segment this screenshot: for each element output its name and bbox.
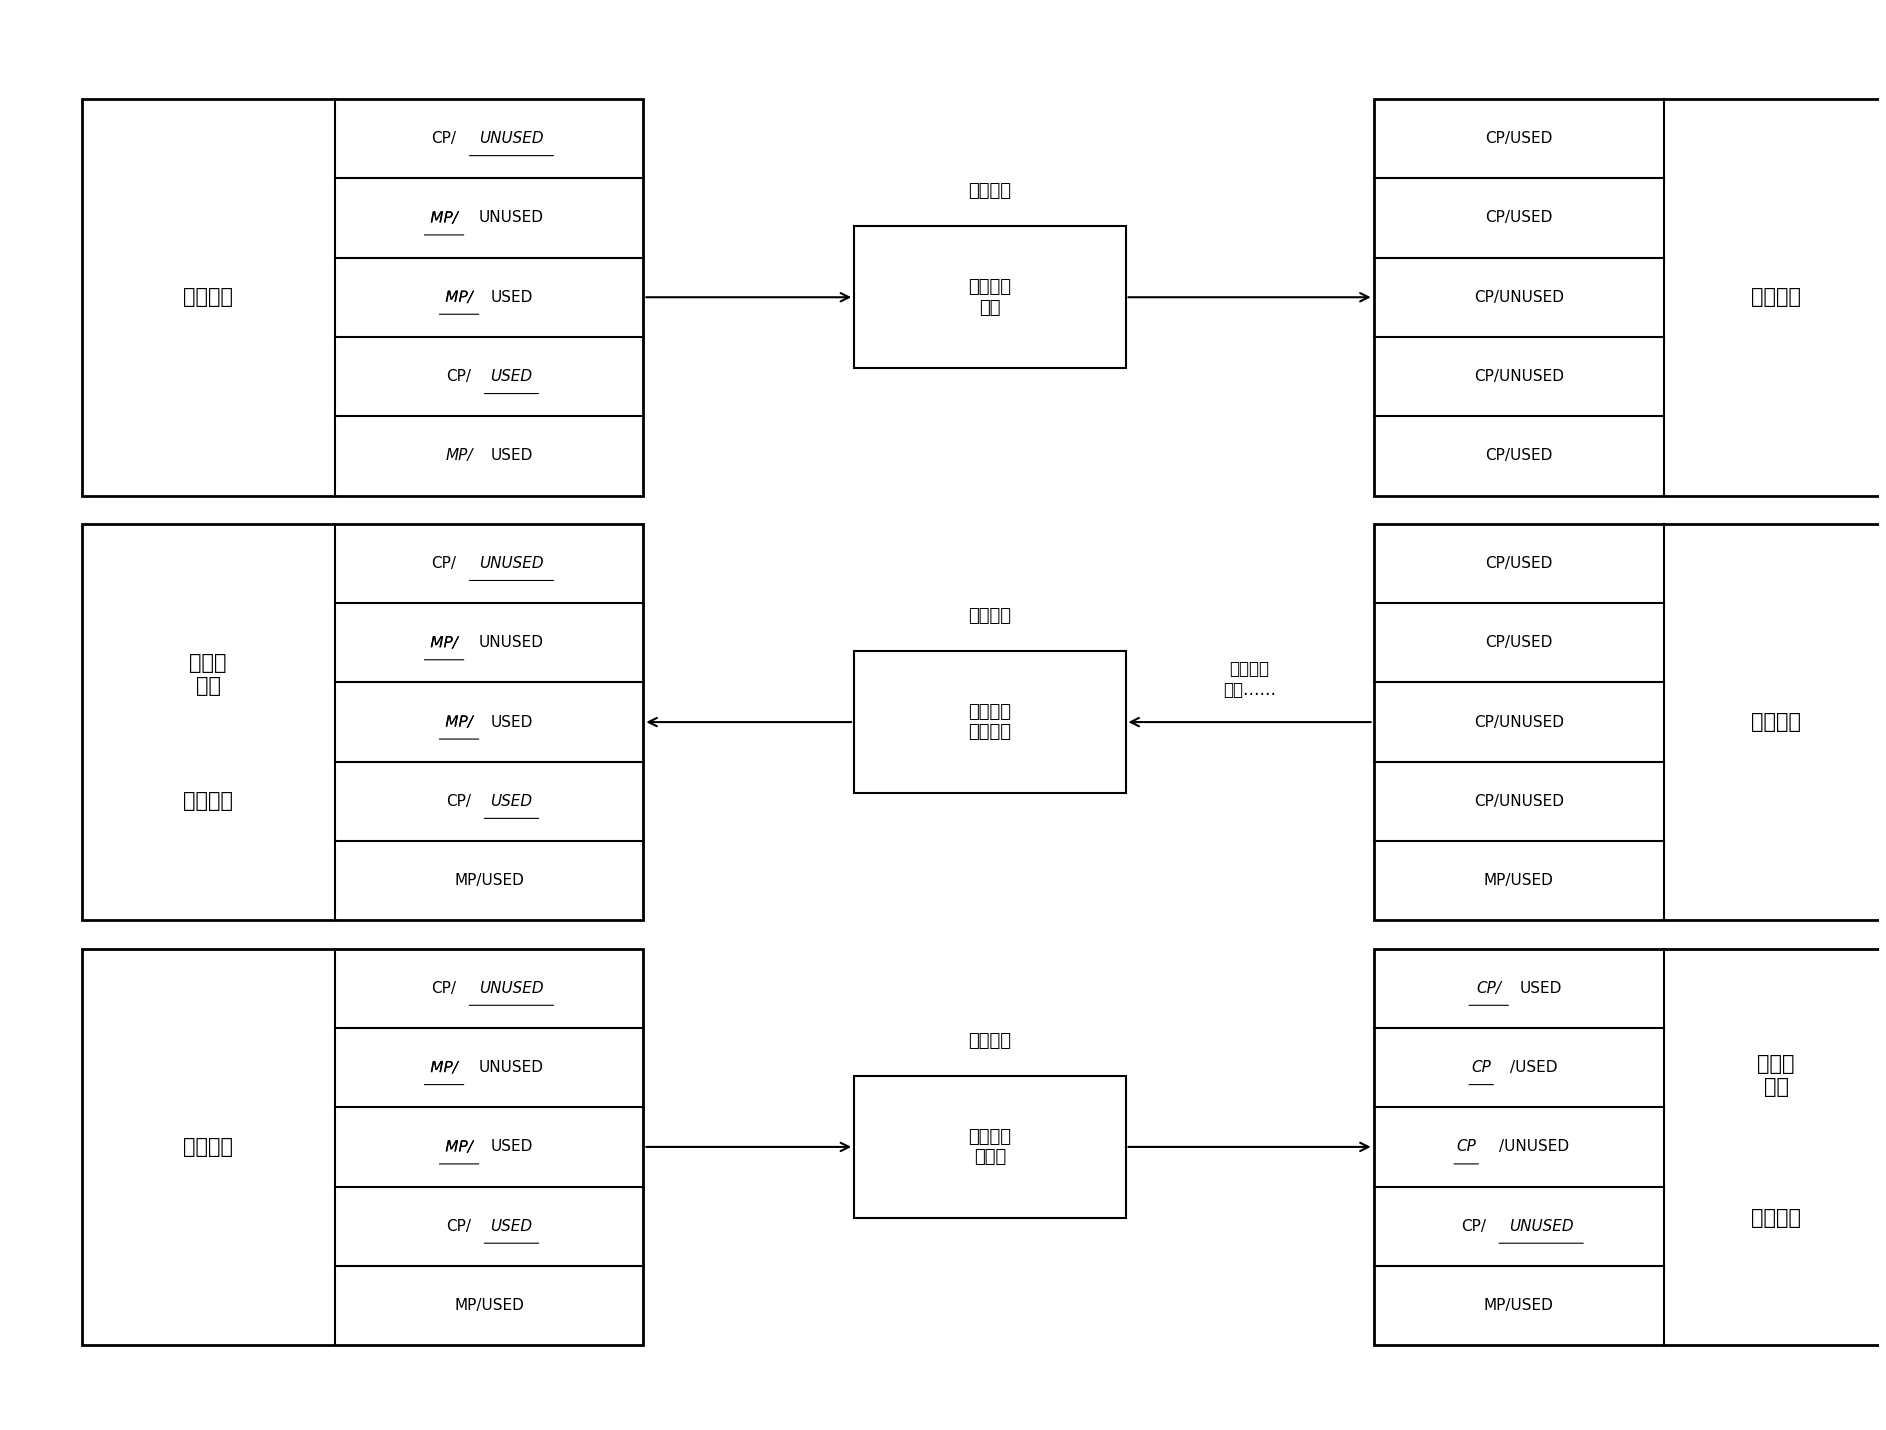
Text: CP/USED: CP/USED [1484,132,1552,146]
Text: 信令协议: 信令协议 [968,182,1011,200]
Text: 确认不
一致: 确认不 一致 [189,654,226,696]
Text: CP/USED: CP/USED [1484,556,1552,571]
Text: CP/USED: CP/USED [1484,449,1552,463]
Text: 重发资源
状态信息: 重发资源 状态信息 [968,702,1011,742]
Bar [854,1077,1126,1218]
Text: CP/: CP/ [432,556,456,571]
Bar [81,948,643,1346]
Text: CP/: CP/ [1462,1218,1486,1234]
Text: 对端节点: 对端节点 [1750,287,1801,307]
Text: 信令协议: 信令协议 [968,606,1011,625]
Text: 对端节点: 对端节点 [1750,1208,1801,1228]
Text: CP/: CP/ [447,369,472,385]
Text: CP/UNUSED: CP/UNUSED [1473,369,1563,385]
Text: UNUSED: UNUSED [479,556,543,571]
Text: 信令协议: 信令协议 [968,1031,1011,1050]
Text: UNUSED: UNUSED [479,1060,543,1075]
Text: /USED: /USED [1511,1060,1558,1075]
Text: CP/: CP/ [432,981,456,995]
Text: CP/USED: CP/USED [1484,210,1552,226]
Text: USED: USED [490,715,532,729]
Text: 本端节点: 本端节点 [183,791,234,811]
Text: CP/UNUSED: CP/UNUSED [1473,290,1563,305]
Text: CP/: CP/ [447,794,472,809]
Bar [854,651,1126,792]
Text: 通告不一
致信息: 通告不一 致信息 [968,1127,1011,1167]
Text: CP/USED: CP/USED [1484,635,1552,651]
Text: CP/: CP/ [1477,981,1501,995]
Bar [1373,948,1886,1346]
Text: UNUSED: UNUSED [479,132,543,146]
Text: UNUSED: UNUSED [479,981,543,995]
Text: MP/: MP/ [445,290,473,305]
Text: MP/: MP/ [445,449,473,463]
Text: MP/: MP/ [430,210,458,226]
Text: 处理不
一致: 处理不 一致 [1758,1054,1795,1097]
Text: USED: USED [490,1218,532,1234]
Text: CP: CP [1471,1060,1492,1075]
Text: USED: USED [490,290,532,305]
Text: CP/: CP/ [447,1218,472,1234]
Text: MP/: MP/ [445,1140,473,1154]
Text: USED: USED [490,1140,532,1154]
Text: 延时若干
时间……: 延时若干 时间…… [1222,661,1277,699]
Text: 请求重发
信息: 请求重发 信息 [968,277,1011,316]
Text: UNUSED: UNUSED [1509,1218,1573,1234]
Text: MP/USED: MP/USED [455,874,524,888]
Text: 对端节点: 对端节点 [1750,712,1801,732]
Text: MP/USED: MP/USED [455,1298,524,1313]
Text: USED: USED [490,449,532,463]
Text: MP/USED: MP/USED [1484,1298,1554,1313]
Text: CP/UNUSED: CP/UNUSED [1473,794,1563,809]
Text: USED: USED [490,794,532,809]
Text: CP: CP [1456,1140,1477,1154]
Text: MP/USED: MP/USED [1484,874,1554,888]
Bar [81,99,643,496]
Text: MP/: MP/ [430,635,458,651]
Text: 本端节点: 本端节点 [183,1137,234,1157]
Bar [1373,523,1886,921]
Text: USED: USED [490,369,532,385]
Text: MP/: MP/ [445,715,473,729]
Text: MP/: MP/ [430,1060,458,1075]
Text: 本端节点: 本端节点 [183,287,234,307]
Text: CP/UNUSED: CP/UNUSED [1473,715,1563,729]
Text: UNUSED: UNUSED [479,635,543,651]
Bar [854,226,1126,368]
Bar [81,523,643,921]
Bar [1373,99,1886,496]
Text: /UNUSED: /UNUSED [1499,1140,1569,1154]
Text: USED: USED [1520,981,1562,995]
Text: CP/: CP/ [432,132,456,146]
Text: UNUSED: UNUSED [479,210,543,226]
